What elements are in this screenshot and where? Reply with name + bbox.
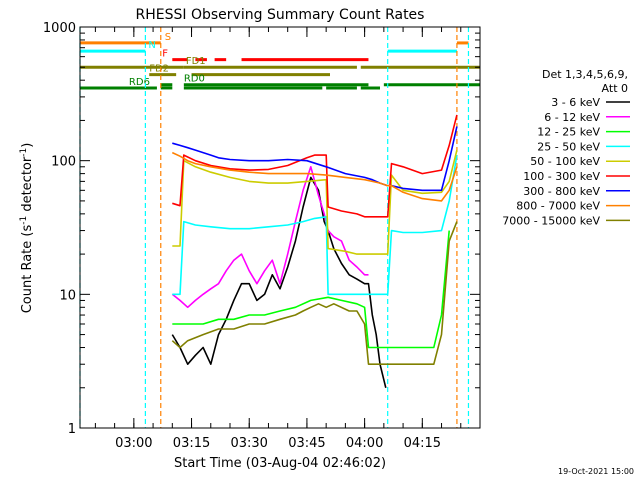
x-tick-label-3: 03:45	[288, 436, 325, 451]
flag-f-label: F	[162, 49, 168, 60]
x-tick-label-5: 04:15	[404, 436, 441, 451]
y-axis-label-end: )	[20, 143, 35, 148]
y-tick-label-2: 100	[51, 155, 76, 170]
y-axis-label-main: Count Rate (s	[20, 225, 35, 314]
instrument-flags: SNF FD1 FD2 RD0 RD6	[80, 32, 480, 90]
x-tick-label-1: 03:15	[173, 436, 210, 451]
y-tick-label-0: 1	[68, 422, 76, 437]
series-line-0	[171, 176, 387, 388]
flag-n-label: N	[148, 40, 155, 51]
date-stamp: 19-Oct-2021 15:00	[558, 467, 634, 476]
series-line-7	[171, 151, 458, 202]
legend-label-1: 6 - 12 keV	[544, 111, 600, 124]
x-axis: 03:00 03:15 03:30 03:45 04:00 04:15	[94, 27, 481, 451]
flag-rd6-label: RD6	[129, 77, 150, 88]
series-line-8	[171, 221, 458, 365]
legend-label-0: 3 - 6 keV	[551, 96, 600, 109]
series-lines	[171, 114, 458, 388]
y-axis-label-sup2: -1	[19, 148, 29, 157]
y-axis-label-sup1: -1	[19, 216, 29, 225]
legend-label-5: 100 - 300 keV	[523, 170, 600, 183]
series-line-3	[172, 154, 458, 296]
legend-label-7: 800 - 7000 keV	[516, 200, 600, 213]
flag-fd1-label: FD1	[186, 56, 206, 67]
series-line-2	[172, 230, 450, 349]
plot-frame	[79, 26, 481, 429]
legend-label-8: 7000 - 15000 keV	[502, 214, 600, 227]
flag-fd2-label: FD2	[149, 64, 169, 75]
y-axis-label: Count Rate (s-1 detector-1)	[19, 143, 35, 314]
legend-label-2: 12 - 25 keV	[537, 126, 600, 139]
legend-header-2: Att 0	[602, 82, 628, 95]
series-line-6	[172, 126, 458, 192]
legend: Det 1,3,4,5,6,9, Att 0 3 - 6 keV 6 - 12 k…	[502, 68, 630, 227]
x-tick-label-0: 03:00	[115, 436, 152, 451]
legend-label-6: 300 - 800 keV	[523, 185, 600, 198]
series-line-1	[171, 166, 369, 309]
x-tick-label-2: 03:30	[230, 436, 267, 451]
y-axis: 1 10 100 1000	[43, 21, 480, 437]
legend-label-3: 25 - 50 keV	[537, 140, 600, 153]
series-line-4	[172, 149, 458, 255]
flag-s-label: S	[165, 32, 171, 43]
y-axis-label-mid: detector	[20, 156, 35, 216]
x-axis-label: Start Time (03-Aug-04 02:46:02)	[174, 456, 386, 471]
y-tick-label-3: 1000	[43, 21, 76, 36]
chart-title: RHESSI Observing Summary Count Rates	[136, 7, 425, 23]
legend-header-1: Det 1,3,4,5,6,9,	[542, 68, 628, 81]
series-line-5	[172, 114, 458, 218]
x-tick-label-4: 04:00	[346, 436, 383, 451]
legend-label-4: 50 - 100 keV	[530, 155, 600, 168]
y-axis-label-group: Count Rate (s-1 detector-1)	[19, 143, 35, 314]
flag-rd0-label: RD0	[184, 74, 205, 85]
y-tick-label-1: 10	[59, 288, 76, 303]
